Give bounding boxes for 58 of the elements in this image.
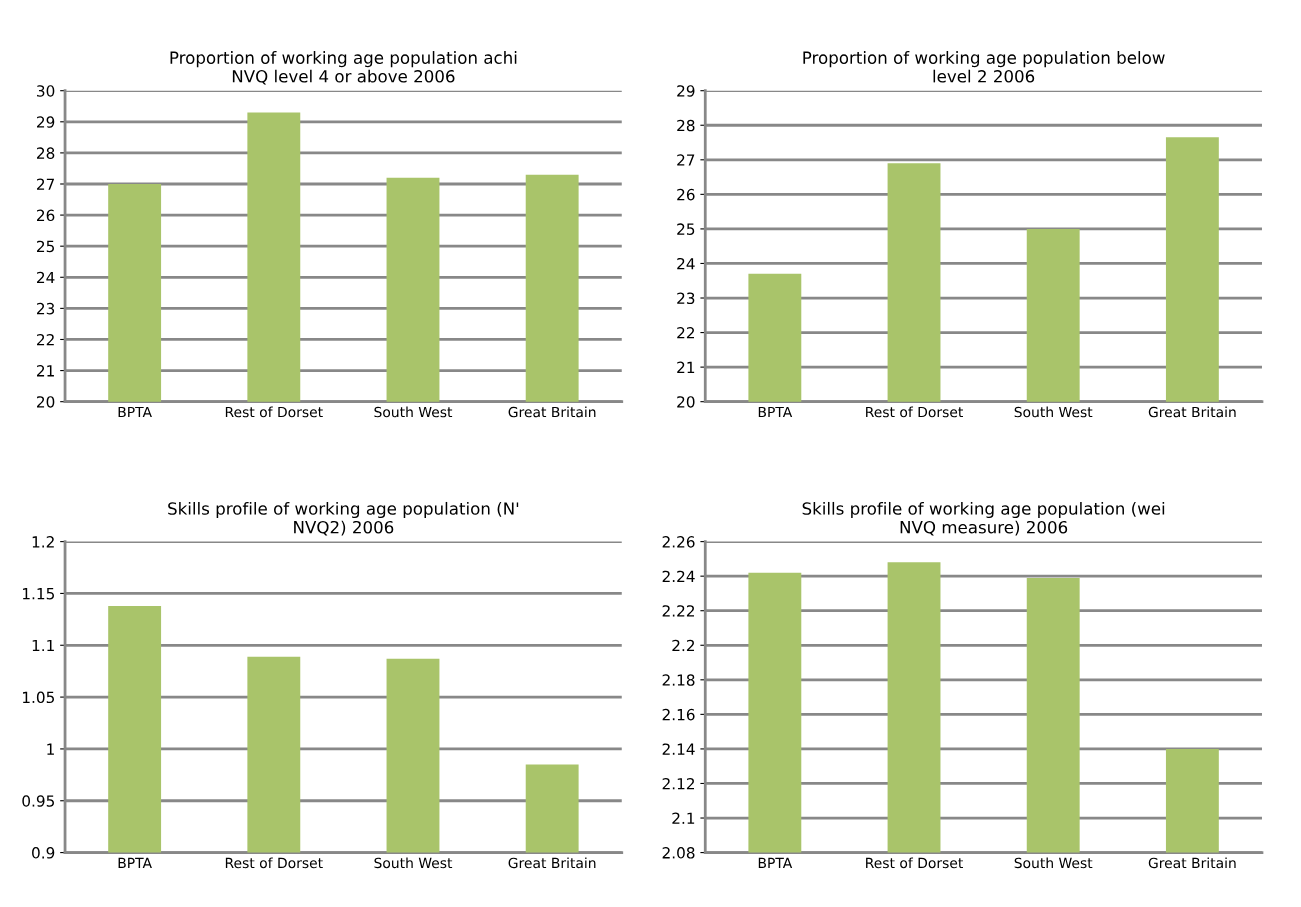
y-tick-label: 2.12	[662, 777, 695, 790]
y-tick-label: 24	[677, 257, 695, 270]
y-tick-label: 2.26	[662, 536, 695, 548]
x-tick-label: South West	[374, 406, 453, 418]
y-tick-label: 2.22	[662, 605, 695, 617]
y-tick-label: 1	[47, 743, 54, 755]
y-tick-label: 0.95	[22, 795, 54, 807]
y-tick-label: 24	[37, 271, 55, 284]
y-tick-label: 20	[677, 396, 695, 408]
y-tick-label: 21	[677, 361, 695, 373]
x-tick-label: BPTA	[118, 857, 152, 868]
x-tick-label: Great Britain	[1148, 857, 1236, 869]
y-tick-label: 2.16	[662, 708, 695, 721]
y-tick-label: 27	[37, 178, 55, 190]
y-tick-label: 2.24	[662, 570, 695, 582]
y-tick-label: 2.2	[672, 639, 695, 652]
y-tick-label: 2.14	[662, 743, 695, 755]
y-tick-label: 29	[37, 116, 55, 128]
y-tick-label: 1.15	[22, 588, 54, 600]
x-tick-label: Great Britain	[508, 406, 596, 418]
y-tick-label: 26	[677, 188, 695, 201]
x-tick-label: Rest of Dorset	[225, 857, 323, 869]
y-tick-label: 23	[37, 302, 55, 315]
y-tick-label: 25	[677, 223, 695, 235]
x-tick-label: BPTA	[758, 406, 793, 418]
y-tick-label: 1.1	[32, 639, 54, 652]
chart-title: Proportion of working age population achi NVQ level 4 or above 2006	[170, 51, 517, 85]
x-tick-label: BPTA	[758, 857, 793, 868]
x-tick-label: BPTA	[118, 406, 152, 418]
y-tick-label: 2.1	[672, 812, 695, 824]
y-tick-label: 28	[677, 119, 695, 132]
y-tick-label: 2.08	[662, 847, 695, 859]
y-tick-label: 23	[677, 292, 695, 305]
y-tick-label: 1.05	[22, 691, 54, 704]
y-tick-label: 28	[37, 147, 55, 159]
x-tick-label: Rest of Dorset	[866, 406, 963, 418]
x-tick-label: Great Britain	[508, 857, 596, 869]
y-tick-label: 20	[37, 396, 55, 408]
y-tick-label: 1.2	[32, 536, 54, 548]
y-tick-label: 2.18	[662, 674, 695, 686]
y-tick-label: 27	[677, 154, 695, 166]
x-tick-label: Rest of Dorset	[225, 406, 323, 418]
chart-title: Skills profile of working age population (N' NVQ2) 2006	[168, 501, 519, 536]
x-tick-label: South West	[1014, 857, 1093, 869]
x-tick-label: South West	[374, 857, 453, 869]
y-tick-label: 25	[37, 240, 54, 253]
y-tick-label: 21	[37, 365, 54, 377]
y-tick-label: 0.9	[32, 847, 55, 859]
chart-title: Proportion of working age population below level 2 2006	[803, 51, 1165, 83]
y-tick-label: 29	[677, 85, 695, 97]
chart-title: Skills profile of working age population (wei NVQ measure) 2006	[802, 501, 1165, 536]
y-tick-label: 26	[37, 209, 55, 222]
y-tick-label: 30	[37, 85, 55, 97]
y-tick-label: 22	[37, 333, 54, 346]
x-tick-label: Rest of Dorset	[866, 857, 963, 869]
x-tick-label: Great Britain	[1148, 406, 1236, 418]
x-tick-label: South West	[1014, 406, 1093, 418]
y-tick-label: 22	[677, 327, 695, 339]
